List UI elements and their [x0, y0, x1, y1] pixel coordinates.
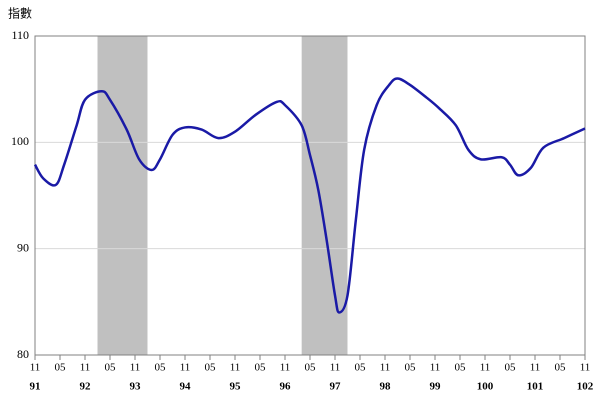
- x-tick-label: 11: [130, 362, 141, 374]
- year-label: 98: [380, 381, 392, 393]
- year-label: 92: [80, 381, 92, 393]
- x-tick-label: 05: [355, 362, 367, 374]
- line: [33, 77, 586, 314]
- year-label: 95: [230, 381, 242, 393]
- x-tick-label: 11: [30, 362, 41, 374]
- x-tick-label: 11: [280, 362, 291, 374]
- x-tick-label: 05: [455, 362, 467, 374]
- x-tick-label: 05: [405, 362, 417, 374]
- x-tick-label: 11: [380, 362, 391, 374]
- y-axis-label: 指數: [8, 6, 32, 21]
- year-label: 101: [527, 381, 544, 393]
- y-tick-label: 100: [11, 134, 29, 148]
- x-tick-label: 05: [555, 362, 567, 374]
- x-tick-label: 05: [205, 362, 217, 374]
- x-tick-label: 05: [305, 362, 317, 374]
- x-tick-label: 11: [80, 362, 91, 374]
- x-tick-label: 05: [505, 362, 517, 374]
- shaded-period: [97, 36, 148, 355]
- x-tick-label: 11: [180, 362, 191, 374]
- x-tick-label: 05: [105, 362, 117, 374]
- x-tick-label: 11: [430, 362, 441, 374]
- x-tick-label: 11: [580, 362, 591, 374]
- year-label: 99: [430, 381, 442, 393]
- x-tick-label: 05: [55, 362, 67, 374]
- y-tick-label: 80: [17, 347, 29, 361]
- year-label: 97: [330, 381, 342, 393]
- x-tick-label: 11: [330, 362, 341, 374]
- x-tick-label: 05: [155, 362, 167, 374]
- year-label: 100: [477, 381, 494, 393]
- x-tick-label: 05: [255, 362, 267, 374]
- y-tick-label: 110: [11, 28, 29, 42]
- shaded-period: [301, 36, 348, 355]
- year-label: 96: [280, 381, 292, 393]
- x-tick-label: 11: [480, 362, 491, 374]
- year-label: 91: [30, 381, 41, 393]
- x-tick-label: 11: [530, 362, 541, 374]
- year-label: 93: [130, 381, 142, 393]
- x-tick-label: 11: [230, 362, 241, 374]
- y-tick-label: 90: [17, 240, 29, 254]
- year-label: 102: [577, 381, 594, 393]
- year-label: 94: [180, 381, 192, 393]
